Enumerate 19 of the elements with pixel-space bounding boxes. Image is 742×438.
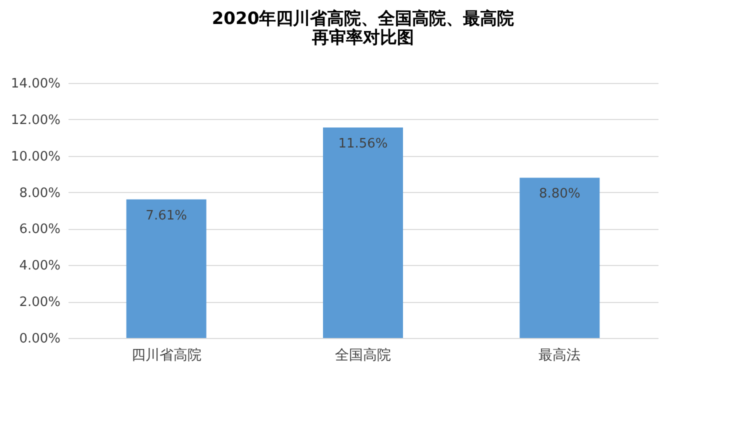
y-tick-label: 14.00% [10, 76, 60, 92]
y-tick-label: 0.00% [19, 332, 60, 346]
data-label: 8.80% [539, 186, 580, 202]
y-tick-label: 6.00% [19, 222, 60, 238]
y-tick-label: 10.00% [10, 149, 60, 164]
y-tick-label: 8.00% [19, 186, 60, 201]
text: 再审率对比图 [312, 28, 414, 48]
y-tick-label: 4.00% [19, 258, 60, 274]
text: 2020年四川省高院、全国高院、最高院 [212, 9, 514, 29]
data-label: 7.61% [146, 208, 187, 224]
bar [323, 127, 403, 338]
y-tick-label: 12.00% [10, 112, 60, 128]
x-tick-label: 四川省高院 [131, 348, 202, 364]
bar [126, 199, 206, 338]
x-tick-label: 全国高院 [335, 348, 391, 364]
data-label: 11.56% [338, 136, 388, 152]
bar [520, 178, 600, 338]
x-tick-label: 最高法 [538, 348, 581, 364]
y-tick-label: 2.00% [19, 295, 60, 310]
